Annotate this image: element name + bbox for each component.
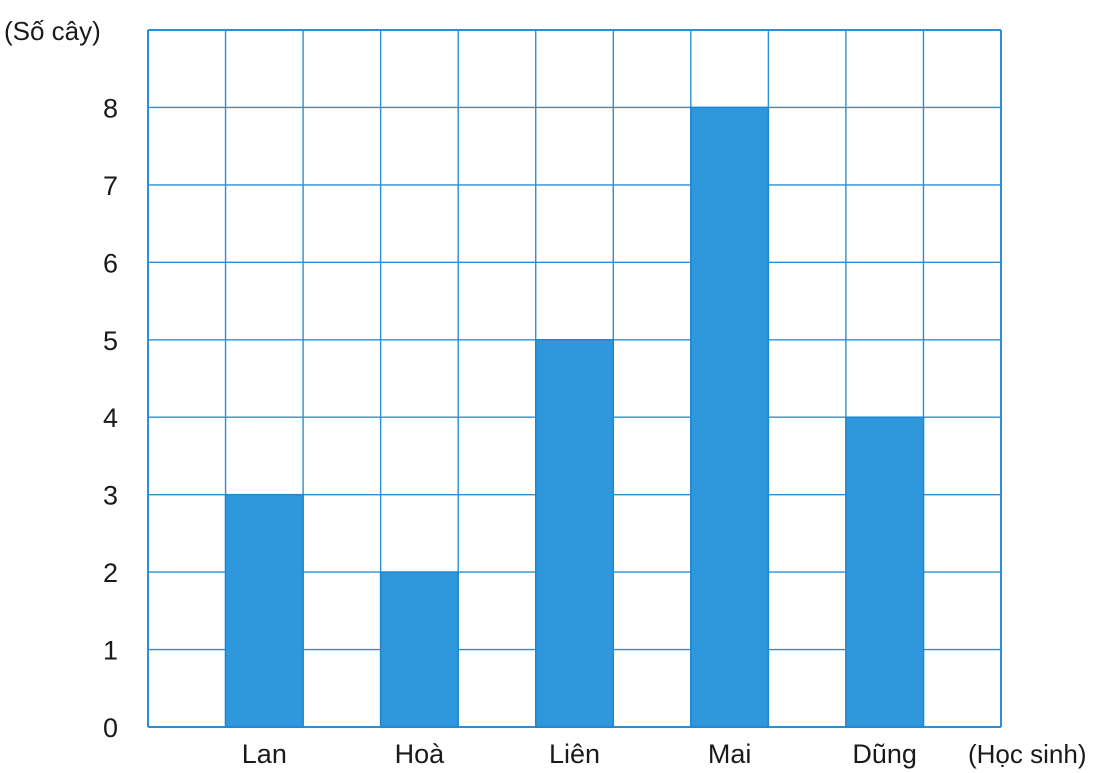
bar-hoà (379, 571, 459, 728)
y-tick-label: 2 (103, 558, 118, 588)
y-axis-label: (Số cây) (4, 16, 101, 46)
bars (224, 106, 925, 728)
x-axis-label: (Học sinh) (968, 739, 1086, 769)
y-tick-label: 8 (103, 93, 118, 123)
x-tick-label: Hoà (395, 739, 446, 769)
x-tick-label: Mai (708, 739, 752, 769)
bar-mai (690, 106, 770, 728)
x-tick-label: Liên (549, 739, 600, 769)
y-tick-label: 3 (103, 481, 118, 511)
y-tick-label: 7 (103, 171, 118, 201)
bar-lan (224, 493, 304, 728)
y-tick-labels: 0 1 2 3 4 5 6 7 8 (103, 93, 118, 743)
bar-dũng (845, 416, 925, 728)
y-tick-label: 0 (103, 713, 118, 743)
y-tick-label: 5 (103, 326, 118, 356)
y-tick-label: 1 (103, 636, 118, 666)
bar-liên (534, 339, 615, 728)
x-tick-label: Dũng (852, 739, 917, 769)
y-tick-label: 4 (103, 403, 118, 433)
y-tick-label: 6 (103, 248, 118, 278)
x-tick-label: Lan (242, 739, 287, 769)
x-tick-labels: Lan Hoà Liên Mai Dũng (242, 739, 917, 769)
